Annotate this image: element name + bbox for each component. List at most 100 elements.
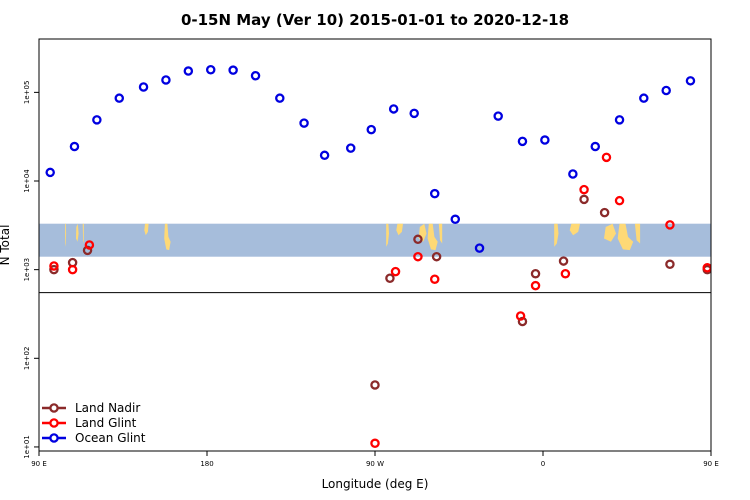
ocean-glint-point — [614, 115, 625, 125]
land-nadir-point — [49, 264, 59, 275]
land-nadir-point — [599, 207, 610, 218]
land-nadir-point — [530, 268, 541, 279]
land-shape — [733, 224, 740, 236]
land-glint-point — [614, 195, 625, 206]
y-tick-label: 1e+04 — [23, 169, 31, 193]
ocean-glint-point — [250, 70, 261, 81]
land-shape — [82, 223, 84, 244]
land-shape — [634, 223, 641, 244]
land-nadir-point — [431, 251, 442, 262]
x-tick-label: 0 — [541, 460, 545, 468]
land-shape — [396, 223, 403, 236]
ocean-glint-point — [474, 243, 485, 253]
land-nadir-point — [720, 257, 727, 264]
land-glint-point — [67, 264, 78, 275]
legend-item: Ocean Glint — [42, 431, 146, 445]
ocean-glint-point — [228, 65, 238, 75]
land-glint-point — [429, 274, 440, 284]
ocean-glint-point — [161, 75, 171, 85]
ocean-glint-point — [299, 118, 309, 128]
land-glint-point — [665, 220, 675, 230]
ocean-glint-point — [345, 143, 356, 153]
ocean-glint-point — [639, 93, 649, 103]
ocean-glint-point — [319, 150, 330, 161]
y-tick-label: 1e+03 — [23, 258, 31, 282]
land-glint-point — [720, 266, 727, 273]
x-tick-label: 90 W — [366, 460, 384, 468]
land-nadir-point — [665, 259, 675, 270]
ocean-glint-point — [493, 111, 503, 121]
land-nadir-point — [579, 194, 589, 205]
land-shape — [164, 223, 171, 251]
x-axis: 90 E 180 90 W 0 90 E — [31, 451, 719, 468]
land-glint-point — [579, 184, 589, 195]
ocean-background — [39, 223, 711, 257]
land-shape — [604, 223, 616, 242]
land-glint-point — [515, 311, 526, 321]
land-shape — [76, 223, 79, 242]
x-axis-title: Longitude (deg E) — [322, 477, 429, 491]
x-tick-label: 90 E — [703, 460, 719, 468]
ocean-glint-point — [275, 93, 285, 103]
land-shape — [554, 223, 559, 247]
land-shape — [438, 223, 443, 244]
legend-label: Ocean Glint — [75, 431, 146, 445]
ocean-glint-point — [590, 141, 601, 152]
land-nadir-point — [413, 234, 423, 245]
land-glint-point — [49, 261, 59, 271]
legend-swatch-marker — [49, 418, 59, 428]
chart-title: 0-15N May (Ver 10) 2015-01-01 to 2020-12… — [181, 11, 569, 29]
legend-label: Land Glint — [75, 416, 137, 430]
land-shape — [144, 223, 149, 236]
legend-swatch-marker — [49, 433, 59, 443]
x-tick-label: 180 — [200, 460, 213, 468]
land-glint-point — [735, 241, 742, 248]
ocean-glint-point — [517, 136, 528, 147]
y-tick-label: 1e+02 — [23, 347, 31, 371]
ocean-glint-point — [409, 108, 419, 119]
y-axis: 1e+01 1e+02 1e+03 1e+04 1e+05 — [23, 81, 39, 459]
land-glint-point — [702, 263, 711, 273]
land-shape — [427, 223, 438, 251]
ocean-glint-point — [685, 76, 696, 86]
data-points — [45, 64, 742, 449]
world-map-band — [39, 223, 740, 257]
land-nadir-point — [558, 256, 569, 266]
land-shape — [569, 223, 580, 236]
legend-swatch-marker — [49, 403, 59, 413]
ocean-glint-point — [540, 135, 550, 145]
land-nadir-point — [370, 380, 380, 390]
land-glint-point — [530, 280, 541, 291]
ocean-glint-point — [92, 115, 102, 125]
land-glint-point — [390, 266, 401, 277]
ocean-glint-point — [205, 64, 216, 75]
x-tick-label: 90 E — [31, 460, 47, 468]
land-glint-point — [370, 438, 380, 449]
y-axis-title: N Total — [0, 225, 12, 266]
ocean-glint-point — [69, 141, 80, 152]
ocean-glint-point — [114, 93, 125, 103]
land-glint-point — [601, 152, 612, 163]
legend-label: Land Nadir — [75, 401, 140, 415]
land-shape — [617, 223, 634, 251]
ocean-glint-point — [388, 104, 399, 114]
ocean-glint-point — [366, 124, 377, 135]
land-nadir-point — [735, 247, 742, 254]
land-shape — [65, 223, 67, 247]
ocean-glint-point — [568, 169, 578, 179]
ocean-glint-point — [661, 85, 671, 96]
land-glint-point — [560, 268, 571, 279]
ocean-glint-point — [183, 66, 194, 76]
legend-item: Land Nadir — [42, 401, 140, 415]
ocean-glint-point — [450, 214, 461, 225]
legend-item: Land Glint — [42, 416, 137, 430]
land-glint-point — [413, 251, 423, 262]
land-shape — [722, 224, 725, 247]
land-shape — [386, 223, 389, 247]
land-shapes — [65, 223, 740, 251]
y-tick-label: 1e+05 — [23, 81, 31, 105]
land-glint-point — [84, 240, 95, 250]
land-nadir-point — [385, 273, 395, 283]
ocean-glint-point — [138, 82, 149, 92]
